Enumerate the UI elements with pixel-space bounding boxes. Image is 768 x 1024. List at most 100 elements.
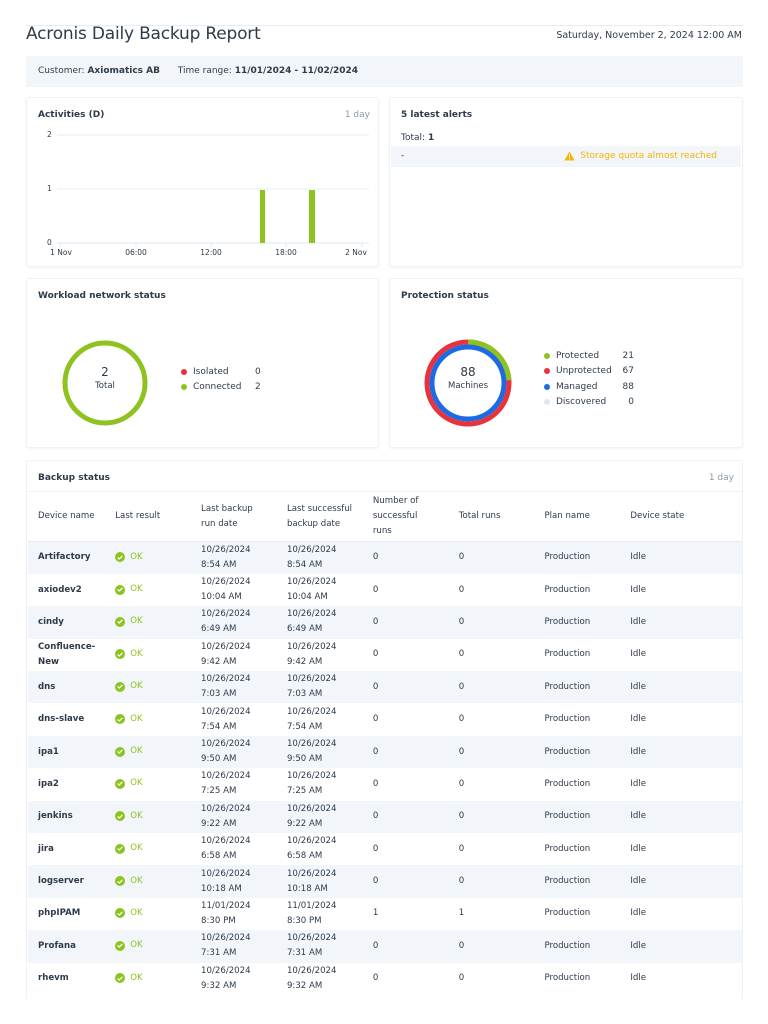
column-header[interactable]: Number of successful runs: [362, 491, 449, 542]
device-state: Idle: [620, 606, 742, 639]
successful-runs: 0: [372, 649, 379, 660]
status-ok: OK: [115, 809, 143, 824]
last-success-date: 10/26/2024 9:42 AM: [286, 641, 337, 667]
table-row[interactable]: phpIPAM OK 11/01/2024 8:30 PM 11/01/2024…: [28, 898, 742, 930]
total-runs: 0: [458, 584, 465, 595]
report-title: Acronis Daily Backup Report: [26, 24, 261, 44]
last-result: OK: [105, 606, 192, 639]
status-ok: OK: [115, 679, 143, 694]
device-name: ipa1: [28, 735, 106, 769]
check-circle-icon: [115, 778, 126, 789]
alerts-total-value: 1: [427, 133, 435, 143]
device-state: Idle: [620, 735, 742, 769]
activity-bar: [260, 190, 265, 243]
last-run-date: 10/26/2024 6:49 AM: [191, 606, 277, 639]
total-runs: 0: [448, 671, 535, 704]
status-ok: OK: [115, 582, 143, 597]
alert-message: Storage quota almost reached: [564, 151, 717, 161]
backup-status-table: Device name Last result Last backup run …: [28, 491, 742, 995]
table-header-row: Device name Last result Last backup run …: [28, 491, 742, 542]
device-state: Idle: [630, 843, 647, 854]
alert-message-text: Storage quota almost reached: [580, 151, 717, 161]
device-state: Idle: [630, 714, 647, 725]
check-circle-icon: [115, 649, 126, 660]
total-runs: 0: [458, 973, 465, 984]
plan-name: Production: [544, 714, 591, 725]
column-header[interactable]: Plan name: [534, 491, 621, 542]
x-tick: 1 Nov: [50, 248, 72, 257]
activities-period: 1 day: [344, 110, 370, 120]
plan-name: Production: [534, 800, 621, 834]
device-name: logserver: [28, 865, 106, 898]
column-header[interactable]: Last successful backup date: [276, 491, 363, 542]
table-row[interactable]: dns OK 10/26/2024 7:03 AM 10/26/2024 7:0…: [28, 671, 742, 704]
total-runs: 0: [448, 735, 535, 769]
table-row[interactable]: logserver OK 10/26/2024 10:18 AM 10/26/2…: [28, 865, 742, 898]
table-row[interactable]: jira OK 10/26/2024 6:58 AM 10/26/2024 6:…: [28, 833, 742, 865]
status-text: OK: [130, 875, 143, 886]
successful-runs: 0: [362, 930, 449, 963]
table-row[interactable]: rhevm OK 10/26/2024 9:32 AM 10/26/2024 9…: [28, 963, 742, 995]
alert-row[interactable]: - Storage quota almost reached: [391, 146, 741, 167]
table-row[interactable]: jenkins OK 10/26/2024 9:22 AM 10/26/2024…: [28, 800, 742, 834]
status-text: OK: [130, 616, 143, 627]
alert-device: -: [401, 151, 405, 161]
last-run-date: 10/26/2024 8:54 AM: [191, 541, 277, 574]
table-row[interactable]: Confluence-New OK 10/26/2024 9:42 AM 10/…: [28, 639, 742, 671]
report-info-bar: Customer: Axiomatics AB Time range: 11/0…: [26, 56, 743, 87]
status-text: OK: [130, 648, 143, 659]
last-run-date: 10/26/2024 7:25 AM: [201, 771, 251, 797]
status-ok: OK: [115, 906, 143, 921]
green-dot-icon: [544, 352, 550, 359]
status-text: OK: [130, 681, 143, 692]
status-ok: OK: [115, 841, 143, 856]
device-state: Idle: [620, 671, 742, 704]
header-divider: [26, 25, 743, 26]
column-header[interactable]: Total runs: [448, 491, 535, 542]
table-row[interactable]: axiodev2 OK 10/26/2024 10:04 AM 10/26/20…: [28, 574, 742, 606]
activities-card: Activities (D) 1 day 2 1 0 1 Nov 06:00 1…: [26, 97, 379, 267]
status-ok: OK: [115, 874, 143, 889]
last-result: OK: [105, 671, 192, 704]
last-success-date: 10/26/2024 7:54 AM: [286, 706, 337, 732]
plan-name: Production: [544, 778, 591, 789]
status-text: OK: [130, 940, 143, 951]
red-dot-icon: [181, 368, 187, 375]
total-runs: 0: [458, 649, 465, 660]
protection-donut-center: 88 Machines: [438, 365, 498, 391]
column-header[interactable]: Device name: [28, 491, 106, 542]
x-tick: 2 Nov: [345, 248, 367, 257]
status-text: OK: [130, 972, 143, 983]
last-result: OK: [105, 768, 191, 800]
table-row[interactable]: ipa2 OK 10/26/2024 7:25 AM 10/26/2024 7:…: [28, 768, 742, 800]
status-text: OK: [130, 551, 143, 562]
total-runs: 0: [458, 843, 465, 854]
table-row[interactable]: Profana OK 10/26/2024 7:31 AM 10/26/2024…: [28, 930, 742, 963]
legend-connected: Connected 2: [181, 380, 261, 396]
protection-total-label: Machines: [447, 381, 488, 391]
status-text: OK: [130, 713, 143, 724]
column-header[interactable]: Last result: [105, 491, 192, 542]
plan-name: Production: [534, 930, 621, 963]
protection-legend: Protected 21 Unprotected 67 Managed 88 D…: [544, 348, 634, 410]
column-header[interactable]: Last backup run date: [191, 491, 277, 542]
table-row[interactable]: dns-slave OK 10/26/2024 7:54 AM 10/26/20…: [28, 703, 742, 735]
status-text: OK: [130, 746, 143, 757]
device-state: Idle: [620, 541, 742, 574]
column-header[interactable]: Device state: [620, 491, 742, 542]
last-run-date: 10/26/2024 7:31 AM: [191, 930, 277, 963]
total-runs: 0: [448, 930, 535, 963]
successful-runs: 0: [362, 671, 449, 704]
last-result: OK: [105, 703, 191, 735]
check-circle-icon: [115, 843, 126, 854]
successful-runs: 0: [372, 973, 379, 984]
protection-status-card: Protection status 88 Machines Protected …: [389, 278, 743, 448]
table-row[interactable]: ipa1 OK 10/26/2024 9:50 AM 10/26/2024 9:…: [28, 735, 742, 769]
table-row[interactable]: Artifactory OK 10/26/2024 8:54 AM 10/26/…: [28, 541, 742, 574]
status-text: OK: [130, 907, 143, 918]
backup-status-card: Backup status 1 day Device name Last res…: [26, 460, 743, 1000]
check-circle-icon: [115, 584, 126, 595]
check-circle-icon: [115, 876, 126, 887]
last-run-date: 10/26/2024 9:32 AM: [201, 965, 251, 991]
table-row[interactable]: cindy OK 10/26/2024 6:49 AM 10/26/2024 6…: [28, 606, 742, 639]
